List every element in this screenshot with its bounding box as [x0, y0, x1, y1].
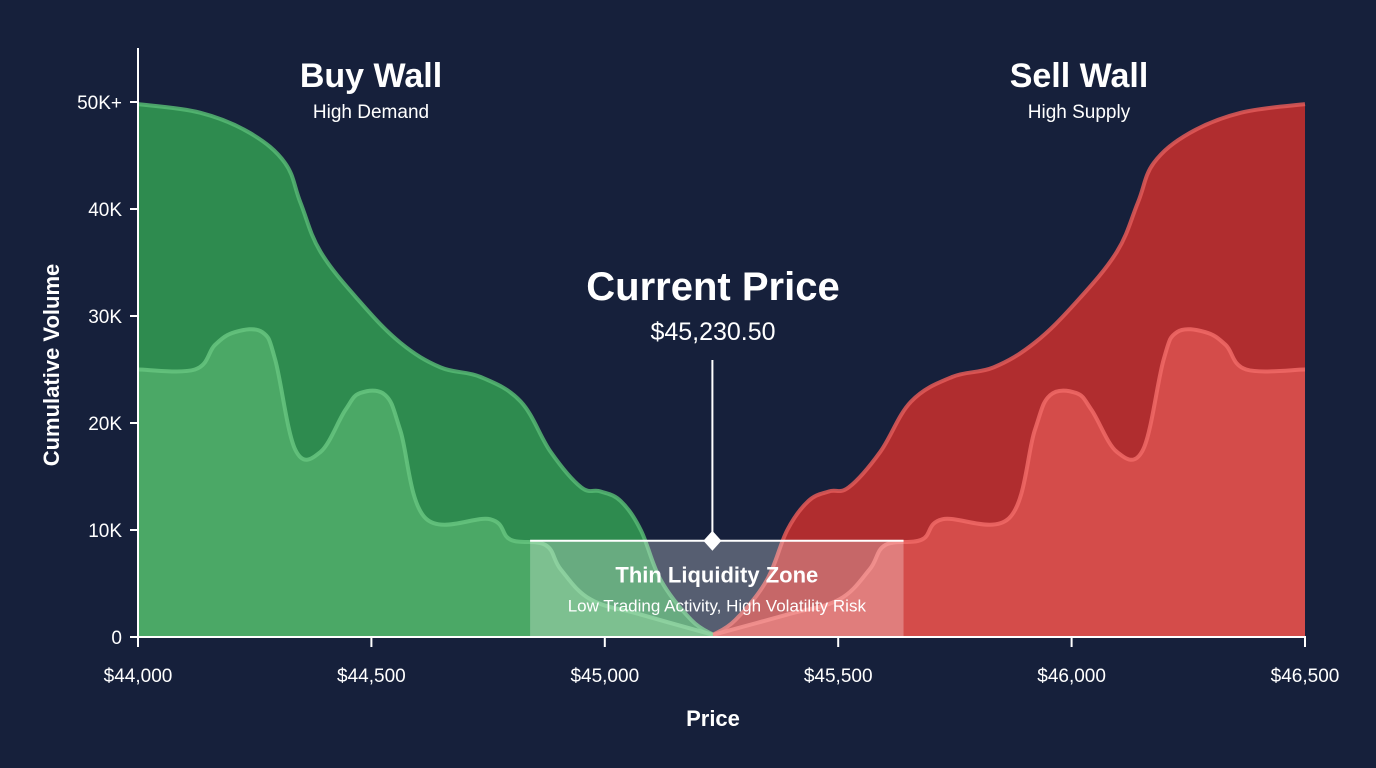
- current-price-marker: Current Price $45,230.50: [586, 265, 840, 551]
- buy-inner-line: [137, 327, 714, 637]
- sell-inner-area: [713, 329, 1305, 637]
- sell-inner-line: [712, 327, 1306, 637]
- x-axis-label: Price: [686, 706, 740, 731]
- current-price-title: Current Price: [586, 265, 839, 309]
- thin-liquidity-zone-title: Thin Liquidity Zone: [615, 563, 818, 588]
- y-ticks: 0 10K 20K 30K 40K 50K+: [77, 93, 138, 649]
- buy-wall-subtitle: High Demand: [313, 102, 429, 123]
- x-tick-label: $45,000: [570, 666, 639, 687]
- x-ticks: $44,000 $44,500 $45,000 $45,500 $46,000 $46,5…: [104, 637, 1340, 687]
- thin-liquidity-zone: Thin Liquidity Zone Low Trading Activity…: [530, 539, 904, 637]
- current-price-value: $45,230.50: [650, 318, 775, 346]
- series-areas: [137, 102, 1306, 637]
- y-tick-label: 10K: [88, 521, 122, 542]
- y-tick-label: 0: [111, 628, 122, 649]
- sell-wall-subtitle: High Supply: [1028, 102, 1131, 123]
- thin-liquidity-zone-subtitle: Low Trading Activity, High Volatility Ri…: [568, 597, 867, 616]
- y-tick-label: 30K: [88, 307, 122, 328]
- buy-inner-area: [138, 329, 714, 637]
- y-tick-label: 20K: [88, 414, 122, 435]
- x-tick-label: $44,500: [337, 666, 406, 687]
- x-tick-label: $45,500: [804, 666, 873, 687]
- sell-outer-line: [711, 102, 1306, 637]
- buy-wall-title: Buy Wall: [300, 57, 442, 95]
- axes: [137, 48, 1306, 638]
- thin-liquidity-zone-box: [530, 540, 904, 637]
- buy-outer-line: [137, 102, 715, 637]
- current-price-diamond-icon: [703, 530, 722, 551]
- y-tick-label: 40K: [88, 200, 122, 221]
- x-tick-label: $44,000: [104, 666, 173, 687]
- y-axis-label: Cumulative Volume: [39, 264, 64, 467]
- sell-wall-title: Sell Wall: [1010, 57, 1149, 95]
- x-tick-label: $46,500: [1271, 666, 1340, 687]
- y-tick-label: 50K+: [77, 93, 122, 114]
- x-tick-label: $46,000: [1037, 666, 1106, 687]
